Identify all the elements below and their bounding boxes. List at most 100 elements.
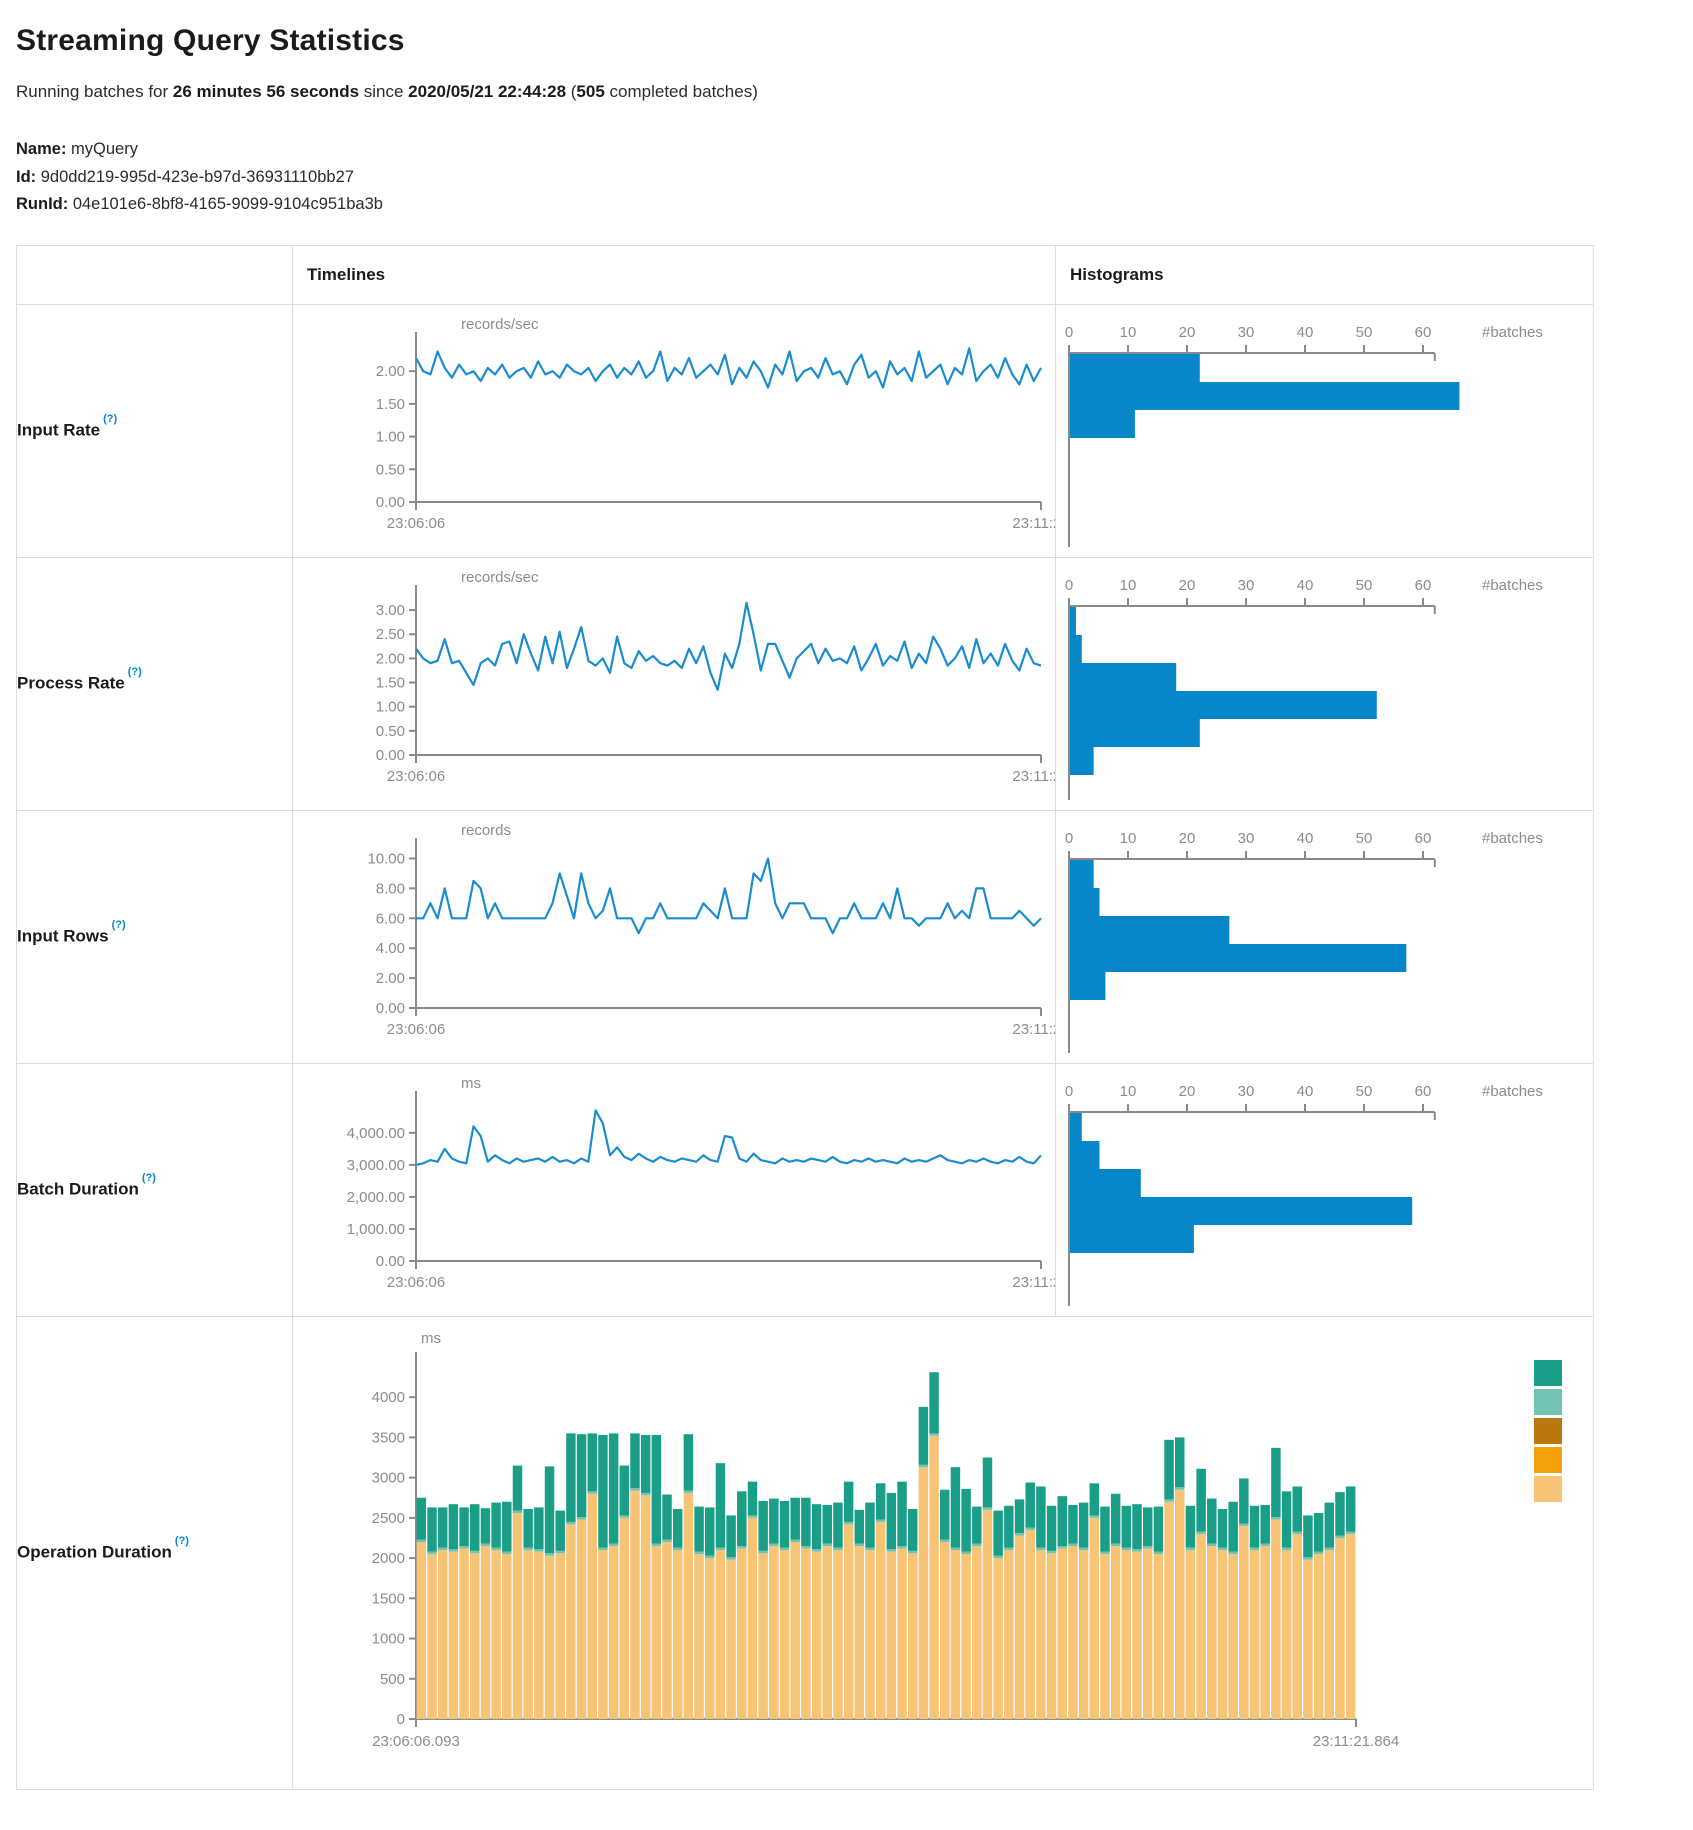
svg-text:60: 60 <box>1415 324 1432 341</box>
svg-text:60: 60 <box>1415 577 1432 594</box>
help-icon[interactable]: (?) <box>103 413 118 426</box>
svg-text:50: 50 <box>1356 324 1373 341</box>
query-meta: Name: myQuery Id: 9d0dd219-995d-423e-b97… <box>16 136 1677 219</box>
svg-text:60: 60 <box>1415 1083 1432 1100</box>
input-rows-timeline-cell: records 10.00 8.00 6.00 4.00 2.00 0.00 23:06:06… <box>292 809 1056 1064</box>
svg-text:23:06:06: 23:06:06 <box>387 1274 445 1291</box>
timelines-column-header: Timelines <box>292 244 1056 305</box>
legend-swatch-stack_green[interactable] <box>1534 1359 1562 1386</box>
svg-text:0: 0 <box>1065 1083 1073 1100</box>
svg-text:2.00: 2.00 <box>376 363 405 380</box>
query-name-label: Name: <box>16 140 67 158</box>
svg-text:40: 40 <box>1297 324 1314 341</box>
svg-text:records/sec: records/sec <box>461 569 539 586</box>
input-rate-histogram-chart: 0 10 20 30 40 50 60 #batches <box>1057 305 1593 556</box>
svg-text:23:11:21: 23:11:21 <box>1012 515 1055 532</box>
svg-text:records: records <box>461 822 511 839</box>
input-rows-label-cell: Input Rows(?) <box>16 809 293 1064</box>
svg-text:2.50: 2.50 <box>376 626 405 643</box>
query-runid-value: 04e101e6-8bf8-4165-9099-9104c951ba3b <box>68 195 383 213</box>
input-rows-histogram-cell: 0 10 20 30 40 50 60 #batches <box>1055 809 1594 1064</box>
svg-text:#batches: #batches <box>1482 577 1543 594</box>
svg-text:records/sec: records/sec <box>461 316 539 333</box>
summary-suffix: completed batches) <box>604 82 758 101</box>
operation-duration-label-cell: Operation Duration(?) <box>16 1315 293 1790</box>
page-title: Streaming Query Statistics <box>16 24 405 57</box>
svg-text:30: 30 <box>1238 324 1255 341</box>
summary-middle: since <box>359 82 409 101</box>
help-icon[interactable]: (?) <box>141 1172 156 1185</box>
svg-text:10: 10 <box>1120 324 1137 341</box>
completed-batches-count: 505 <box>576 82 605 101</box>
input-rows-histogram-chart: 0 10 20 30 40 50 60 #batches <box>1057 811 1593 1062</box>
input-rate-timeline-cell: records/sec 2.00 1.50 1.00 0.50 0.00 23:06:06 2… <box>292 303 1056 558</box>
svg-text:0.50: 0.50 <box>376 722 405 739</box>
summary-prefix: Running batches for <box>16 82 173 101</box>
query-id-value: 9d0dd219-995d-423e-b97d-36931110bb27 <box>36 167 354 186</box>
svg-text:0.00: 0.00 <box>376 1253 405 1270</box>
svg-text:8.00: 8.00 <box>376 880 405 897</box>
svg-text:40: 40 <box>1297 1083 1314 1100</box>
input-rate-histogram-cell: 0 10 20 30 40 50 60 #batches <box>1055 303 1594 558</box>
svg-text:23:11:21: 23:11:21 <box>1012 1021 1055 1038</box>
legend-swatch-stack_orange[interactable] <box>1534 1446 1562 1473</box>
svg-text:2.00: 2.00 <box>376 650 405 667</box>
batch-duration-label-cell: Batch Duration(?) <box>16 1062 293 1317</box>
legend-swatch-stack_brown[interactable] <box>1534 1417 1562 1444</box>
svg-text:40: 40 <box>1297 830 1314 847</box>
svg-text:4,000.00: 4,000.00 <box>347 1124 405 1141</box>
svg-text:2500: 2500 <box>372 1509 405 1526</box>
svg-text:#batches: #batches <box>1482 1083 1543 1100</box>
process-rate-histogram-chart: 0 10 20 30 40 50 60 #batches <box>1057 558 1593 809</box>
svg-text:50: 50 <box>1356 1083 1373 1100</box>
query-id-label: Id: <box>16 167 37 186</box>
svg-text:3000: 3000 <box>372 1469 405 1486</box>
help-icon[interactable]: (?) <box>127 666 142 679</box>
svg-text:20: 20 <box>1179 830 1196 847</box>
process-rate-row: Process Rate(?) records/sec 3.00 2.50 2.00 1… <box>16 556 1594 811</box>
statistics-table: Timelines Histograms Input Rate(?) recor… <box>16 244 1594 1790</box>
svg-text:20: 20 <box>1179 1083 1196 1100</box>
batch-duration-timeline-chart: ms 4,000.00 3,000.00 2,000.00 1,000.00 0.00 23… <box>294 1064 1055 1315</box>
svg-text:10: 10 <box>1120 1083 1137 1100</box>
svg-text:30: 30 <box>1238 577 1255 594</box>
input-rate-label: Input Rate <box>17 420 101 440</box>
svg-text:1,000.00: 1,000.00 <box>347 1220 405 1237</box>
batch-duration-histogram-chart: 0 10 20 30 40 50 60 #batches <box>1057 1064 1593 1315</box>
svg-text:ms: ms <box>461 1075 481 1092</box>
table-header-row: Timelines Histograms <box>16 244 1594 305</box>
query-name-value: myQuery <box>66 140 138 158</box>
svg-text:1500: 1500 <box>372 1590 405 1607</box>
svg-text:1.50: 1.50 <box>376 395 405 412</box>
help-icon[interactable]: (?) <box>174 1535 189 1548</box>
query-name-line: Name: myQuery <box>16 136 1677 164</box>
svg-text:10: 10 <box>1120 577 1137 594</box>
query-id-line: Id: 9d0dd219-995d-423e-b97d-36931110bb27 <box>16 164 1677 192</box>
svg-text:1.50: 1.50 <box>376 674 405 691</box>
svg-text:0: 0 <box>1065 830 1073 847</box>
legend-swatch-stack_light_teal[interactable] <box>1534 1388 1562 1415</box>
svg-text:20: 20 <box>1179 577 1196 594</box>
svg-text:40: 40 <box>1297 577 1314 594</box>
svg-text:2,000.00: 2,000.00 <box>347 1188 405 1205</box>
svg-text:4000: 4000 <box>372 1389 405 1406</box>
help-icon[interactable]: (?) <box>111 919 126 932</box>
operation-duration-row: Operation Duration(?) ms 4000 3500 3000 2500… <box>16 1315 1594 1790</box>
svg-text:23:06:06: 23:06:06 <box>387 768 445 785</box>
svg-text:#batches: #batches <box>1482 830 1543 847</box>
process-rate-label: Process Rate <box>17 673 125 693</box>
svg-text:0: 0 <box>1065 324 1073 341</box>
svg-text:500: 500 <box>380 1670 405 1687</box>
svg-text:6.00: 6.00 <box>376 910 405 927</box>
operation-duration-label: Operation Duration <box>17 1542 172 1562</box>
svg-text:0.00: 0.00 <box>376 747 405 764</box>
svg-text:10: 10 <box>1120 830 1137 847</box>
query-runid-line: RunId: 04e101e6-8bf8-4165-9099-9104c951b… <box>16 191 1677 219</box>
svg-text:23:11:21: 23:11:21 <box>1012 1274 1055 1291</box>
svg-text:0.00: 0.00 <box>376 1000 405 1017</box>
process-rate-label-cell: Process Rate(?) <box>16 556 293 811</box>
svg-text:23:06:06: 23:06:06 <box>387 515 445 532</box>
legend-swatch-stack_light_orange[interactable] <box>1534 1475 1562 1502</box>
svg-text:0.00: 0.00 <box>376 494 405 511</box>
